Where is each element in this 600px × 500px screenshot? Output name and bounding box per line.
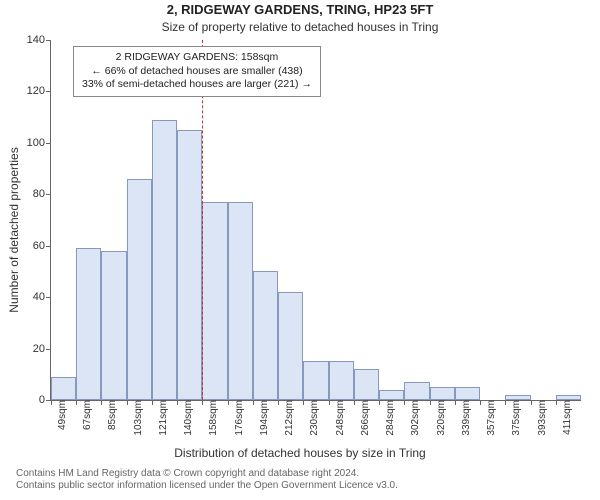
y-tick-mark <box>46 246 51 247</box>
histogram-bar <box>329 361 354 400</box>
x-tick-label: 103sqm <box>129 400 144 436</box>
annotation-box: 2 RIDGEWAY GARDENS: 158sqm← 66% of detac… <box>73 46 321 97</box>
x-tick-label: 266sqm <box>356 400 371 436</box>
x-tick-mark <box>556 400 557 405</box>
x-tick-label: 85sqm <box>103 400 118 430</box>
x-tick-mark <box>51 400 52 405</box>
x-tick-mark <box>101 400 102 405</box>
y-tick-mark <box>46 143 51 144</box>
footer-line-2: Contains public sector information licen… <box>16 480 590 492</box>
x-tick-label: 67sqm <box>78 400 93 430</box>
footer-line-1: Contains HM Land Registry data © Crown c… <box>16 468 590 480</box>
x-tick-label: 357sqm <box>482 400 497 436</box>
histogram-bar <box>127 179 152 400</box>
y-tick-mark <box>46 349 51 350</box>
histogram-bar <box>404 382 429 400</box>
x-tick-mark <box>152 400 153 405</box>
annotation-line: ← 66% of detached houses are smaller (43… <box>82 65 312 79</box>
page-subtitle: Size of property relative to detached ho… <box>0 20 600 34</box>
x-tick-label: 121sqm <box>154 400 169 436</box>
y-tick-mark <box>46 194 51 195</box>
x-tick-mark <box>329 400 330 405</box>
x-tick-label: 212sqm <box>280 400 295 436</box>
x-tick-mark <box>303 400 304 405</box>
x-tick-label: 49sqm <box>53 400 68 430</box>
x-tick-mark <box>127 400 128 405</box>
x-tick-label: 411sqm <box>558 400 573 435</box>
x-tick-label: 375sqm <box>507 400 522 436</box>
x-tick-mark <box>228 400 229 405</box>
histogram-bar <box>354 369 379 400</box>
x-tick-mark <box>455 400 456 405</box>
histogram-bar <box>101 251 126 400</box>
annotation-line: 2 RIDGEWAY GARDENS: 158sqm <box>82 51 312 65</box>
x-tick-mark <box>505 400 506 405</box>
histogram-bar <box>76 248 101 400</box>
footer-attribution: Contains HM Land Registry data © Crown c… <box>16 468 590 492</box>
x-tick-mark <box>531 400 532 405</box>
x-tick-label: 248sqm <box>331 400 346 436</box>
y-tick-mark <box>46 40 51 41</box>
x-tick-label: 393sqm <box>533 400 548 436</box>
histogram-bar <box>303 361 328 400</box>
x-tick-mark <box>177 400 178 405</box>
histogram-bar <box>430 387 455 400</box>
x-tick-label: 320sqm <box>432 400 447 436</box>
x-tick-mark <box>278 400 279 405</box>
x-tick-mark <box>480 400 481 405</box>
histogram-bar <box>202 202 227 400</box>
histogram-bar <box>379 390 404 400</box>
y-axis-label: Number of detached properties <box>7 147 21 312</box>
x-tick-mark <box>354 400 355 405</box>
x-tick-label: 339sqm <box>457 400 472 436</box>
y-tick-mark <box>46 91 51 92</box>
x-tick-mark <box>430 400 431 405</box>
histogram-bar <box>278 292 303 400</box>
x-tick-label: 158sqm <box>204 400 219 436</box>
x-tick-label: 284sqm <box>381 400 396 436</box>
y-tick-mark <box>46 297 51 298</box>
x-tick-label: 230sqm <box>305 400 320 436</box>
x-tick-mark <box>76 400 77 405</box>
histogram-bar <box>152 120 177 400</box>
histogram-bar <box>177 130 202 400</box>
x-tick-mark <box>379 400 380 405</box>
x-tick-label: 194sqm <box>255 400 270 436</box>
histogram-bar <box>455 387 480 400</box>
histogram-bar <box>253 271 278 400</box>
annotation-line: 33% of semi-detached houses are larger (… <box>82 78 312 92</box>
x-tick-mark <box>202 400 203 405</box>
x-axis-label: Distribution of detached houses by size … <box>0 446 600 460</box>
page-title: 2, RIDGEWAY GARDENS, TRING, HP23 5FT <box>0 2 600 17</box>
histogram-bar <box>228 202 253 400</box>
x-tick-label: 302sqm <box>406 400 421 436</box>
x-tick-label: 140sqm <box>179 400 194 436</box>
histogram-plot: 02040608010012014049sqm67sqm85sqm103sqm1… <box>50 40 581 401</box>
x-tick-mark <box>404 400 405 405</box>
x-tick-label: 176sqm <box>230 400 245 436</box>
histogram-bar <box>51 377 76 400</box>
x-tick-mark <box>253 400 254 405</box>
